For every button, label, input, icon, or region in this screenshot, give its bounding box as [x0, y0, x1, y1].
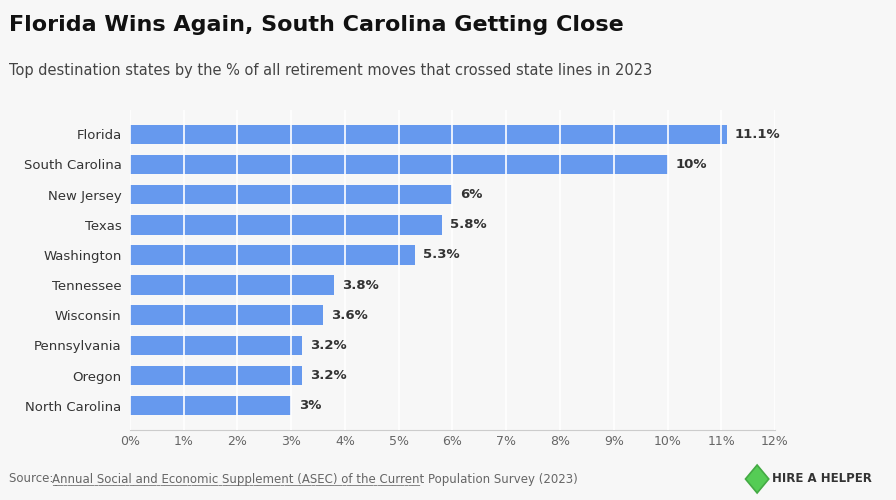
- Text: 3.2%: 3.2%: [310, 369, 347, 382]
- Bar: [130, 336, 302, 355]
- Text: 5.8%: 5.8%: [450, 218, 487, 232]
- Text: 6%: 6%: [461, 188, 483, 201]
- Text: Source:: Source:: [9, 472, 57, 486]
- Bar: [130, 245, 415, 264]
- Bar: [130, 306, 323, 325]
- Bar: [130, 396, 291, 415]
- Bar: [130, 276, 334, 295]
- Text: 10%: 10%: [676, 158, 707, 171]
- Bar: [130, 154, 668, 174]
- Text: 3%: 3%: [299, 399, 322, 412]
- Bar: [130, 366, 302, 386]
- Text: 3.2%: 3.2%: [310, 339, 347, 352]
- Text: 3.8%: 3.8%: [342, 278, 379, 291]
- Bar: [130, 185, 452, 204]
- Text: Florida Wins Again, South Carolina Getting Close: Florida Wins Again, South Carolina Getti…: [9, 15, 624, 35]
- Text: 5.3%: 5.3%: [423, 248, 460, 262]
- Text: Top destination states by the % of all retirement moves that crossed state lines: Top destination states by the % of all r…: [9, 62, 652, 78]
- Text: ________________________________________________________________________________: ________________________________________…: [52, 478, 420, 486]
- Bar: [130, 124, 727, 144]
- Bar: [130, 215, 442, 234]
- Text: 3.6%: 3.6%: [332, 308, 368, 322]
- Text: HIRE A HELPER: HIRE A HELPER: [772, 472, 872, 486]
- Text: 11.1%: 11.1%: [735, 128, 780, 141]
- Text: Annual Social and Economic Supplement (ASEC) of the Current Population Survey (2: Annual Social and Economic Supplement (A…: [52, 472, 578, 486]
